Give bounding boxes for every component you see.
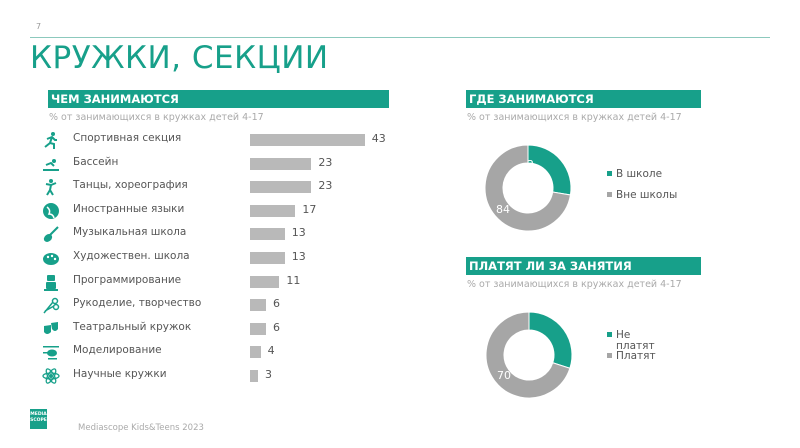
- legend-item-in-school: В школе: [607, 169, 662, 180]
- palette-icon: [43, 253, 59, 265]
- header-divider: [30, 37, 770, 38]
- bar-value: 23: [318, 179, 333, 193]
- bar-value: 6: [273, 320, 281, 334]
- bar-row: Моделирование 4: [42, 342, 402, 362]
- bar: [250, 370, 258, 382]
- legend-swatch-teal: [607, 331, 612, 337]
- mediascope-logo: MEDIA SCOPE: [30, 409, 47, 429]
- donut-chart-pay: 30 70: [485, 311, 573, 399]
- bar-row: Музыкальная школа 13: [42, 224, 402, 244]
- bar: [250, 346, 261, 359]
- bar: [250, 134, 365, 146]
- bar-label: Моделирование: [73, 344, 162, 357]
- bar: [250, 228, 285, 241]
- running-icon: [44, 132, 57, 149]
- globe-icon: [43, 202, 59, 219]
- bar: [250, 275, 280, 288]
- legend-swatch-gray: [607, 352, 612, 358]
- bar-value: 13: [291, 250, 306, 263]
- bar-value: 11: [286, 273, 301, 287]
- bar-label: Рукоделие, творчество: [73, 297, 202, 310]
- scissors-icon: [43, 297, 60, 314]
- bar-row: Рукоделие, творчество 6: [42, 295, 402, 315]
- bar-label: Научные кружки: [73, 368, 167, 380]
- bar: [250, 299, 267, 312]
- bar-value: 13: [291, 226, 306, 240]
- swimming-icon: [43, 158, 59, 171]
- footer-source: Mediascope Kids&Teens 2023: [78, 423, 204, 433]
- bar-value: 4: [267, 344, 275, 358]
- legend-item-paying: Платят: [607, 351, 656, 362]
- atom-icon: [42, 368, 60, 384]
- bar-label: Театральный кружок: [73, 320, 192, 333]
- bar-value: 17: [302, 202, 317, 216]
- bar-label: Спортивная секция: [73, 132, 182, 144]
- bar-row: Иностранные языки 17: [42, 201, 402, 221]
- bar-label: Иностранные языки: [73, 202, 185, 215]
- legend-label: Не: [616, 329, 631, 341]
- bar-label: Бассейн: [73, 155, 119, 168]
- logo-text-line: SCOPE: [30, 418, 47, 423]
- legend-label-continued: платят: [616, 340, 655, 352]
- section-subtitle-pay: % от занимающихся в кружках детей 4-17: [467, 279, 682, 290]
- bar-value: 6: [273, 297, 281, 311]
- bar-label: Танцы, хореография: [73, 179, 188, 192]
- legend-label: Платят: [616, 350, 656, 362]
- robot-icon: [44, 274, 58, 291]
- bar: [250, 252, 285, 264]
- legend-swatch-gray: [607, 191, 612, 197]
- bar-row: Бассейн 23: [42, 154, 402, 174]
- bar-value: 23: [318, 155, 333, 169]
- donut-segment: [485, 311, 571, 399]
- bar-row: Спортивная секция 43: [42, 130, 402, 150]
- bar-row: Научные кружки 3: [42, 366, 402, 386]
- legend-item-out-of-school: Вне школы: [607, 190, 677, 201]
- bar-label: Музыкальная школа: [73, 226, 187, 239]
- legend-label: В школе: [616, 168, 663, 180]
- section-header-activities: ЧЕМ ЗАНИМАЮТСЯ: [48, 90, 389, 108]
- helicopter-icon: [43, 346, 59, 360]
- section-subtitle-where: % от занимающихся в кружках детей 4-17: [467, 112, 682, 123]
- guitar-icon: [43, 226, 59, 243]
- dancing-icon: [45, 179, 57, 196]
- bar-row: Театральный кружок 6: [42, 319, 402, 339]
- section-header-pay: ПЛАТЯТ ЛИ ЗА ЗАНЯТИЯ: [466, 257, 701, 275]
- legend-swatch-teal: [607, 170, 612, 176]
- section-header-where: ГДЕ ЗАНИМАЮТСЯ: [466, 90, 701, 108]
- donut-segment: [484, 144, 572, 232]
- bar-row: Танцы, хореография 23: [42, 177, 402, 197]
- bar: [250, 204, 296, 217]
- bar-row: Художествен. школа 13: [42, 248, 402, 268]
- bar: [250, 181, 312, 194]
- donut-value-label: 30: [523, 329, 537, 342]
- bar-label: Программирование: [73, 273, 182, 286]
- bar-row: Программирование 11: [42, 272, 402, 292]
- bar-label: Художествен. школа: [73, 250, 190, 262]
- theatre-masks-icon: [44, 321, 58, 334]
- bar: [250, 157, 312, 170]
- logo-text-line: MEDIA: [30, 412, 47, 417]
- bar: [250, 322, 267, 335]
- legend-label: Вне школы: [616, 189, 678, 201]
- bar-value: 43: [371, 132, 386, 145]
- legend-item-not-paying: Не платят: [607, 330, 655, 352]
- donut-value-label: 84: [496, 203, 510, 216]
- bar-value: 3: [265, 368, 272, 381]
- donut-segment: [527, 144, 572, 196]
- donut-value-label: 70: [497, 369, 511, 382]
- section-subtitle-activities: % от занимающихся в кружках детей 4-17: [49, 112, 264, 123]
- page-number: 7: [36, 22, 42, 31]
- page-title: КРУЖКИ, СЕКЦИИ: [30, 40, 329, 76]
